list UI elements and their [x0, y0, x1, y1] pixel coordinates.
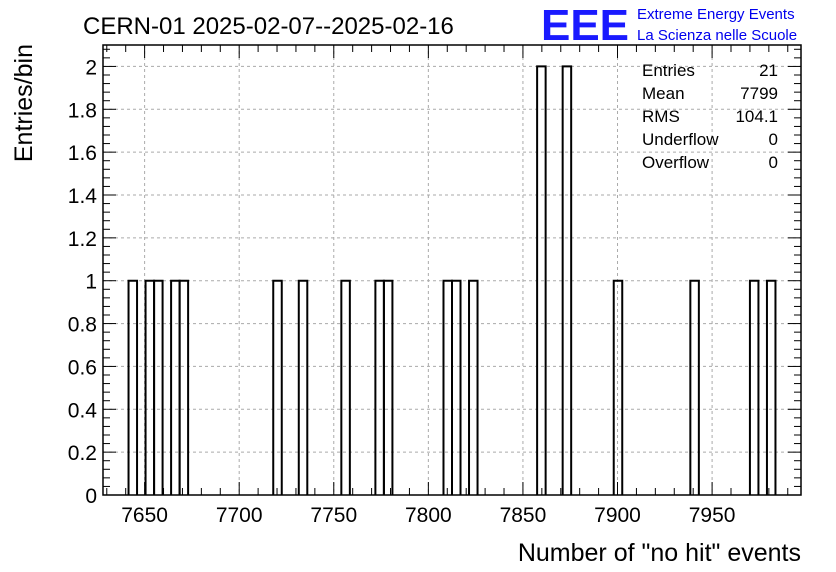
stats-value: 0 [769, 130, 778, 149]
x-tick-label: 7900 [594, 504, 641, 527]
stats-label: Entries [642, 61, 695, 80]
y-tick-label: 0.6 [68, 356, 97, 379]
histogram-bin [170, 279, 181, 495]
y-axis-title: Entries/bin [10, 44, 38, 162]
y-tick-label: 1.4 [68, 185, 98, 208]
histogram-bin [442, 279, 453, 495]
y-tick-label: 2 [85, 56, 97, 79]
x-tick-label: 7950 [689, 504, 736, 527]
chart-title: CERN-01 2025-02-07--2025-02-16 [83, 13, 454, 40]
y-tick-label: 0.4 [68, 399, 98, 422]
y-tick-label: 0.8 [68, 314, 97, 337]
x-tick-label: 7850 [500, 504, 547, 527]
histogram-bin [468, 279, 479, 495]
x-tick-label: 7650 [121, 504, 168, 527]
eee-logo-line1: Extreme Energy Events [637, 6, 795, 23]
histogram-bin [536, 65, 547, 495]
stats-value: 7799 [740, 84, 778, 103]
x-tick-label: 7700 [216, 504, 263, 527]
x-axis-title: Number of "no hit" events [518, 539, 801, 567]
y-tick-label: 1.8 [68, 99, 97, 122]
stats-value: 104.1 [735, 107, 778, 126]
stats-label: Mean [642, 84, 685, 103]
y-tick-label: 0 [85, 485, 97, 508]
x-tick-label: 7800 [405, 504, 452, 527]
histogram-bin [748, 279, 760, 495]
y-tick-label: 1.2 [68, 228, 97, 251]
histogram-bin [689, 279, 700, 495]
histogram-bin [178, 279, 190, 495]
stats-label: RMS [642, 107, 680, 126]
stats-box: Entries 21 Mean 7799 RMS 104.1 Underflow 0 Overf… [642, 61, 778, 172]
histogram-bins [127, 65, 777, 495]
plot-frame [102, 44, 802, 496]
y-tick-label: 1.6 [68, 142, 97, 165]
stats-value: 0 [769, 153, 778, 172]
tick-labels: 7650 7700 7750 7800 7850 7900 7950 0 0.2 0.4 0.6 0.… [68, 56, 736, 527]
x-tick-label: 7750 [310, 504, 357, 527]
eee-logo-mark: EEE [541, 1, 629, 50]
y-tick-label: 1 [85, 271, 97, 294]
histogram-bin [382, 279, 394, 495]
histogram-bin [272, 279, 283, 495]
histogram-bin [612, 279, 624, 495]
histogram-bin [561, 65, 573, 495]
histogram-bin [374, 279, 385, 495]
stats-label: Underflow [642, 130, 719, 149]
histogram-bin [451, 279, 462, 495]
stats-label: Overflow [642, 153, 710, 172]
histogram-bin [127, 279, 139, 495]
stats-value: 21 [759, 61, 778, 80]
eee-logo-line2: La Scienza nelle Scuole [637, 27, 797, 44]
histogram-bin [765, 279, 777, 495]
histogram-bin [297, 279, 309, 495]
histogram-bin [144, 279, 156, 495]
axis-ticks [103, 45, 801, 496]
eee-logo: EEE Extreme Energy Events La Scienza nel… [541, 1, 797, 50]
histogram-bin [340, 279, 351, 495]
y-tick-label: 0.2 [68, 442, 97, 465]
histogram-bin [153, 279, 164, 495]
